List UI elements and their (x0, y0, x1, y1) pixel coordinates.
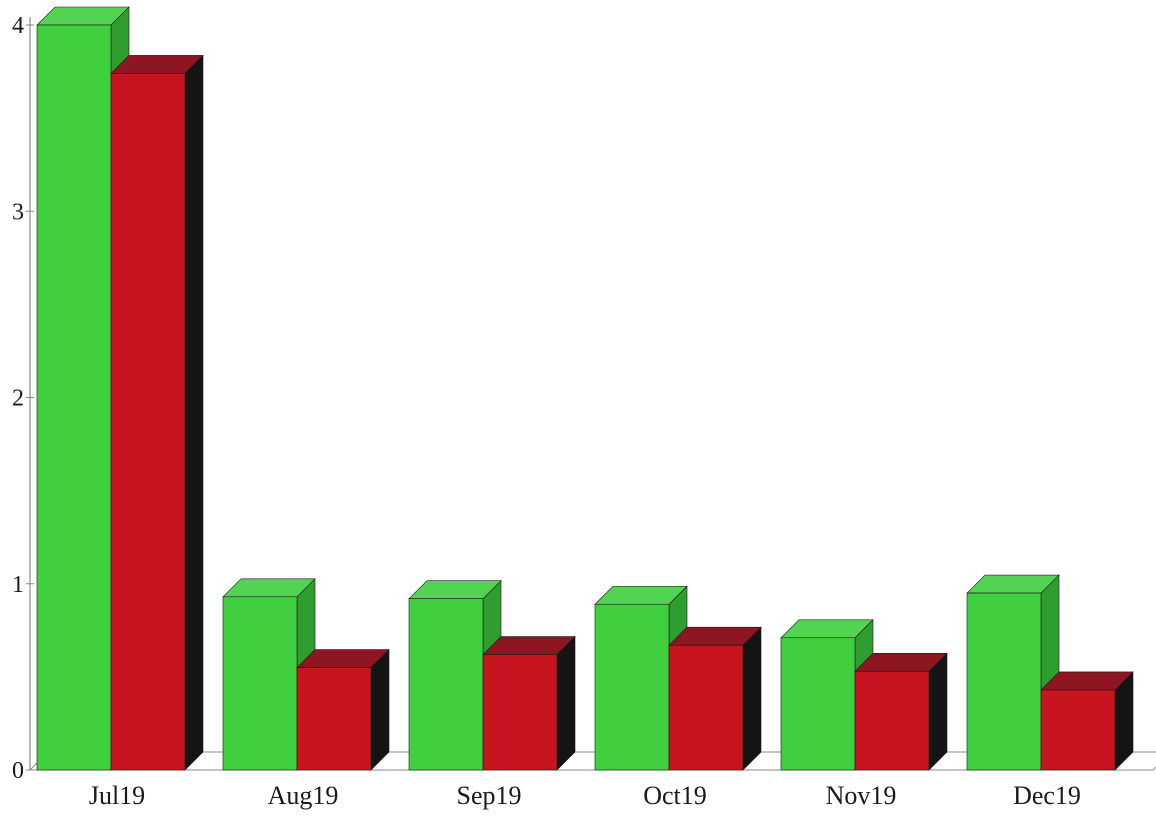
bar-front-face (854, 670, 930, 771)
bar-side-face (370, 648, 390, 771)
y-tick-label: 4 (12, 13, 24, 39)
bar-front-face (222, 596, 298, 771)
y-tick-label: 2 (12, 386, 24, 412)
y-tick-label: 0 (12, 758, 24, 784)
bar-front-face (668, 644, 744, 771)
bar (110, 54, 204, 771)
x-category-label: Jul19 (89, 781, 145, 810)
bar-side-face (184, 54, 204, 771)
bar-front-face (36, 24, 112, 771)
bar-front-face (110, 73, 186, 771)
bar-front-face (296, 667, 372, 771)
bar-front-face (408, 598, 484, 771)
bar (296, 648, 390, 771)
bar-side-face (928, 652, 948, 771)
y-tick-label: 3 (12, 199, 24, 225)
bar-front-face (966, 592, 1042, 771)
bar (854, 652, 948, 771)
bar (482, 635, 576, 771)
y-tick-label: 1 (12, 572, 24, 598)
x-category-label: Nov19 (826, 781, 897, 810)
bar-side-face (742, 626, 762, 771)
x-category-label: Aug19 (268, 781, 339, 810)
bar (408, 579, 502, 771)
bar-side-face (556, 635, 576, 771)
x-category-label: Dec19 (1013, 781, 1081, 810)
bar-front-face (594, 603, 670, 771)
x-category-label: Oct19 (643, 781, 707, 810)
x-category-label: Sep19 (457, 781, 522, 810)
bar-front-face (1040, 689, 1116, 771)
bar-front-face (780, 637, 856, 771)
bar-front-face (482, 654, 558, 771)
bar (668, 626, 762, 771)
bar (1040, 671, 1134, 771)
